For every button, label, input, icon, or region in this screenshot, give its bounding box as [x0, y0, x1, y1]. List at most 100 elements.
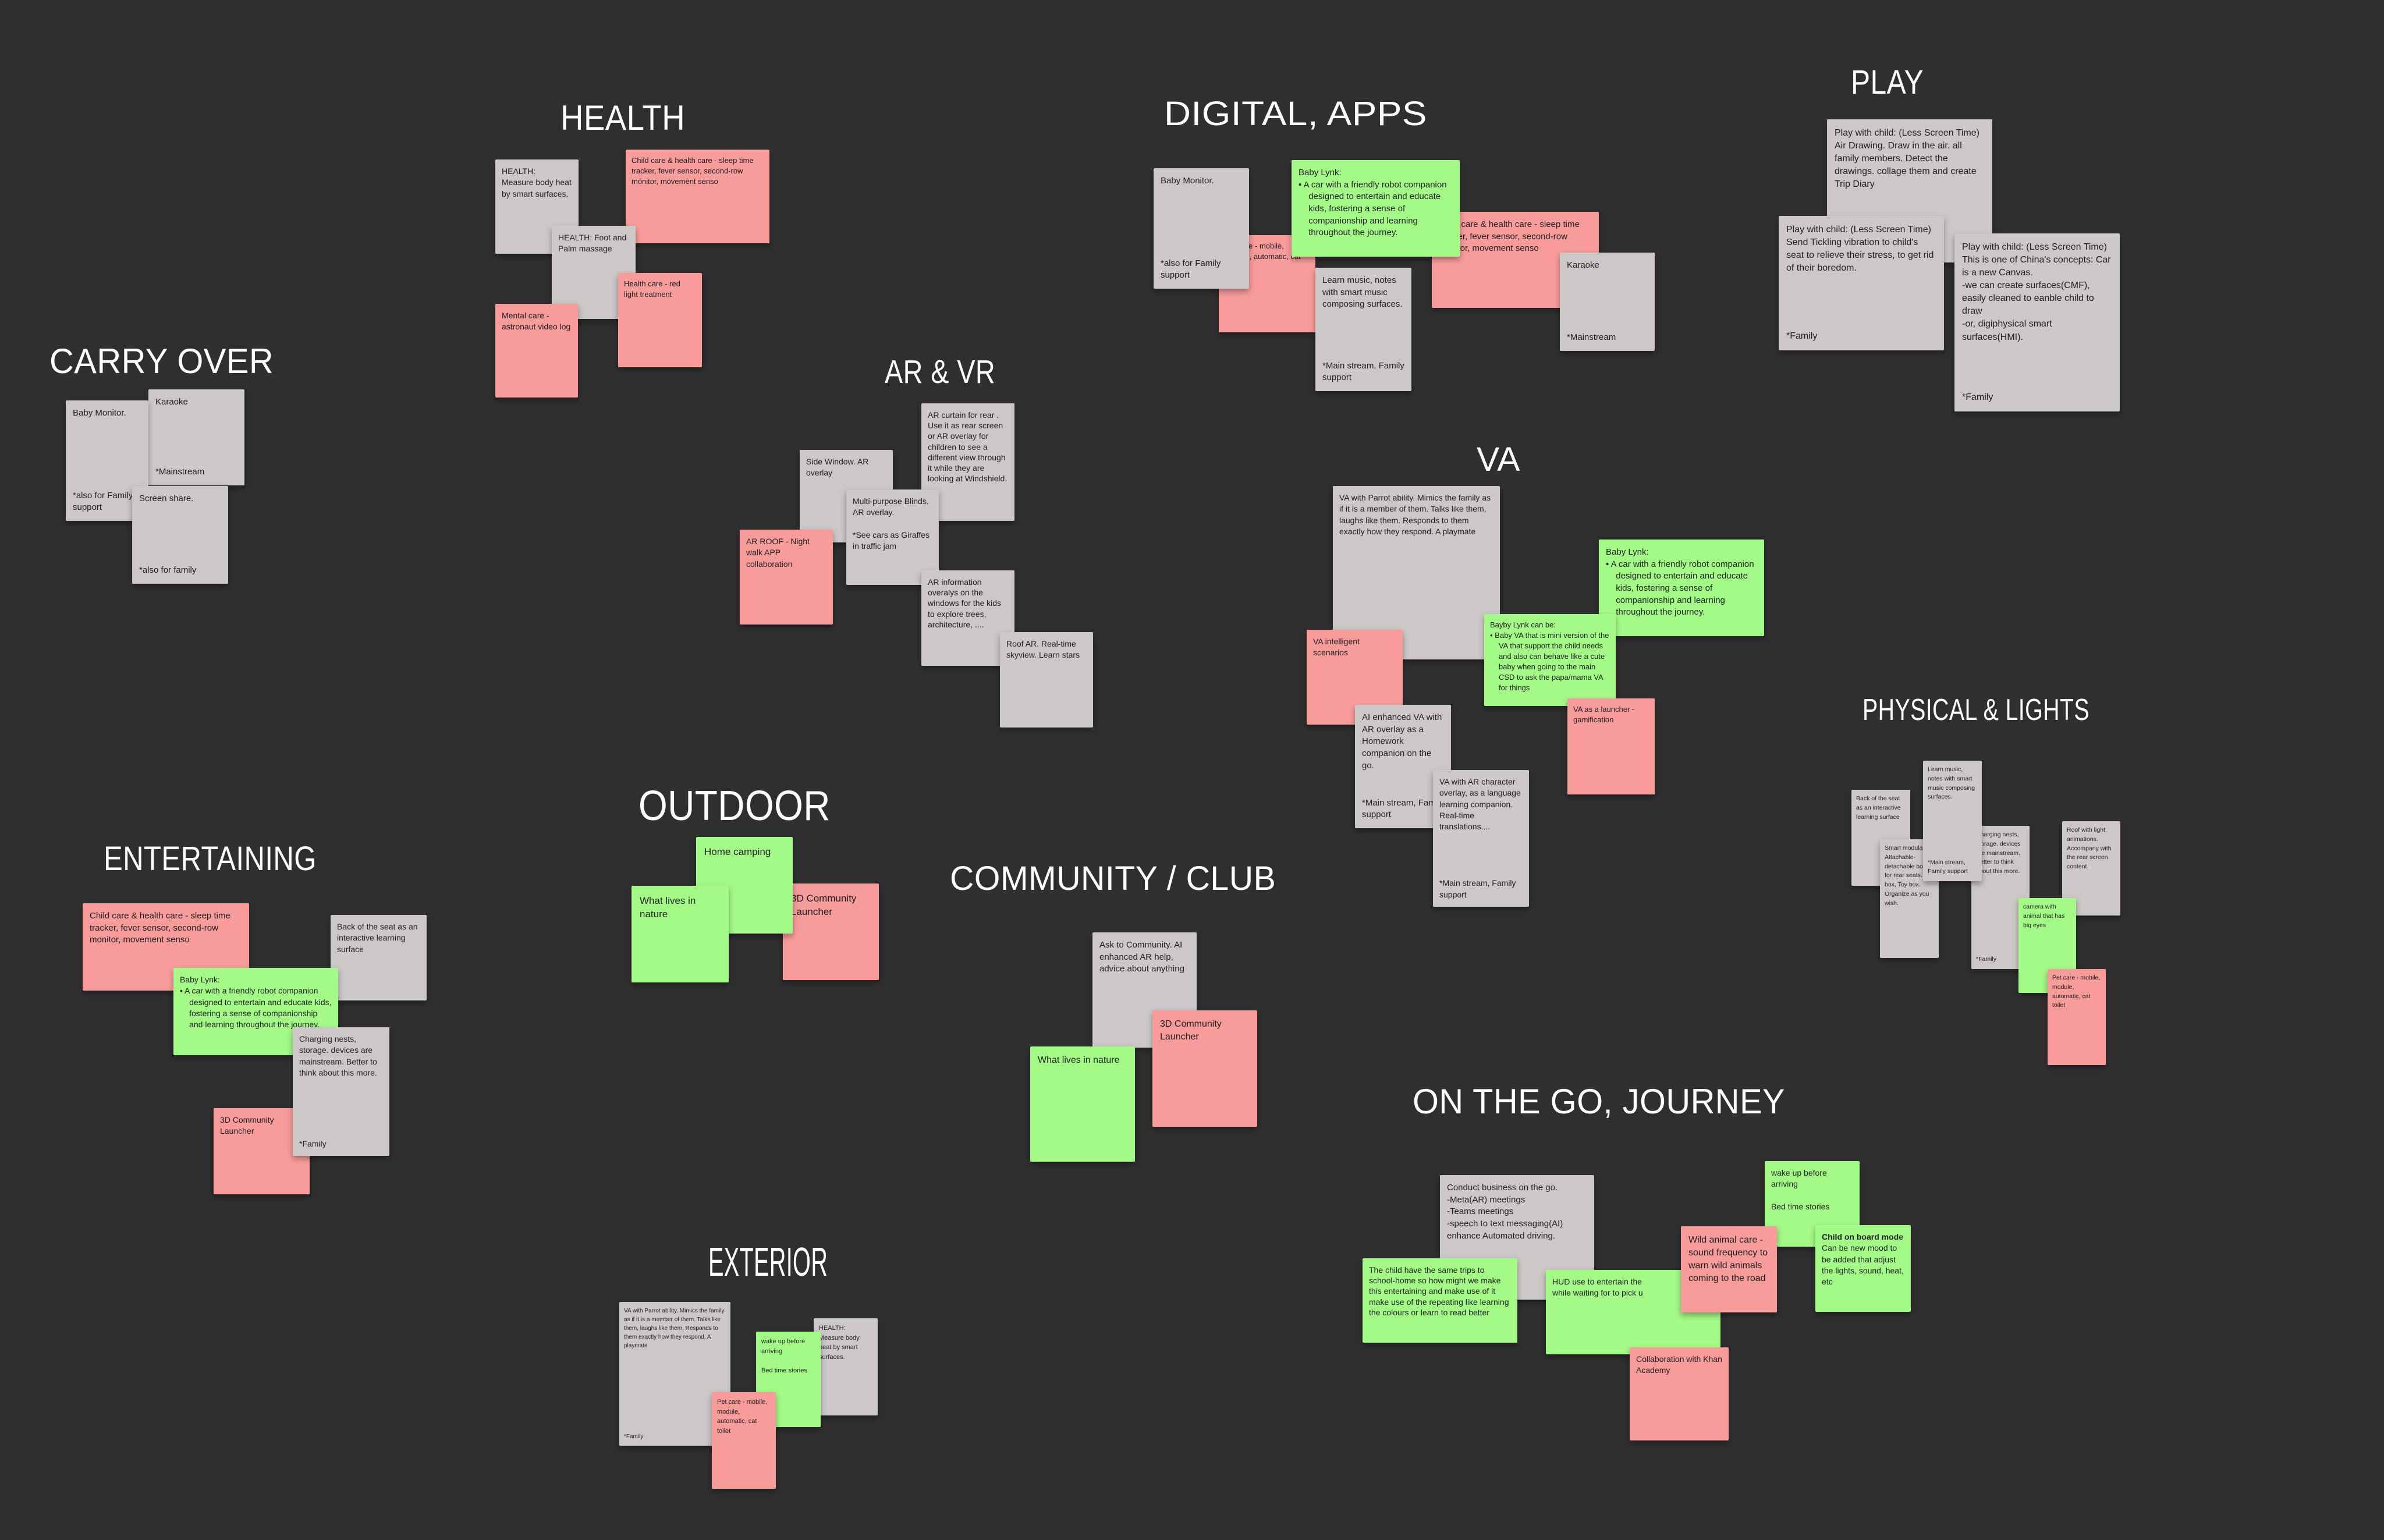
note-text: Baby Lynk: • A car with a friendly robot …: [180, 975, 332, 1030]
note-footer: *Main stream, Family support: [1362, 797, 1444, 820]
section-header-community-club[interactable]: COMMUNITY / CLUB: [950, 860, 1276, 897]
section-header-carry-over[interactable]: CARRY OVER: [49, 342, 274, 381]
note-text: HEALTH: Measure body heat by smart surfac…: [819, 1325, 860, 1361]
note-carry-karaoke[interactable]: Karaoke *Mainstream: [148, 389, 244, 485]
note-text: Play with child: (Less Screen Time) This …: [1962, 242, 2111, 342]
section-header-on-the-go-journey[interactable]: ON THE GO, JOURNEY: [1413, 1082, 1786, 1121]
note-text: wake up before arriving Bed time stories: [1771, 1168, 1830, 1211]
section-header-health[interactable]: HEALTH: [560, 98, 686, 137]
section-header-va[interactable]: VA: [1477, 441, 1520, 478]
note-health-mental-care[interactable]: Mental care - astronaut video log: [495, 304, 578, 398]
note-text: 3D Community Launcher: [220, 1115, 274, 1136]
note-text: AR curtain for rear . Use it as rear scr…: [928, 410, 1007, 484]
note-text: Back of the seat as an interactive learn…: [1856, 795, 1901, 821]
note-va-parrot[interactable]: VA with Parrot ability. Mimics the famil…: [1333, 486, 1500, 659]
note-health-red-light[interactable]: Health care - red light treatment: [618, 273, 702, 367]
note-digital-learn-music[interactable]: Learn music, notes with smart music comp…: [1315, 268, 1411, 391]
note-va-launcher-gamification[interactable]: VA as a launcher - gamification: [1567, 698, 1655, 794]
note-va-ai-homework[interactable]: AI enhanced VA with AR overlay as a Home…: [1355, 705, 1451, 828]
note-digital-baby-monitor[interactable]: Baby Monitor. *also for Family support: [1154, 168, 1249, 289]
note-text: Screen share.: [139, 494, 194, 503]
note-text: AI enhanced VA with AR overlay as a Home…: [1362, 712, 1442, 771]
note-arvr-info-overlays[interactable]: AR information overalys on the windows f…: [921, 570, 1014, 666]
note-text: VA intelligent scenarios: [1313, 637, 1360, 658]
section-header-outdoor[interactable]: OUTDOOR: [638, 783, 831, 829]
note-text: VA with Parrot ability. Mimics the famil…: [624, 1308, 725, 1349]
note-text: Child care & health care - sleep time tr…: [1439, 219, 1580, 254]
note-arvr-roof-night-walk[interactable]: AR ROOF - Night walk APP collaboration: [740, 530, 833, 624]
note-cc-what-lives[interactable]: What lives in nature: [1030, 1046, 1135, 1162]
note-health-measure-body[interactable]: HEALTH: Measure body heat by smart surfac…: [495, 159, 579, 254]
note-go-wild-animal-care[interactable]: Wild animal care - sound frequency to wa…: [1681, 1226, 1777, 1312]
note-play-tickling[interactable]: Play with child: (Less Screen Time) Send …: [1779, 216, 1944, 350]
note-text: 3D Community Launcher: [1160, 1019, 1222, 1042]
note-text: AR ROOF - Night walk APP collaboration: [746, 537, 810, 569]
note-text: Play with child: (Less Screen Time) Air D…: [1835, 128, 1979, 190]
note-footer: *Main stream, Family support: [1928, 858, 1968, 875]
note-footer: *Mainstream: [155, 467, 205, 477]
section-header-exterior[interactable]: EXTERIOR: [708, 1239, 828, 1284]
note-footer: *Main stream, Family support: [1322, 360, 1404, 383]
note-carry-screen-share[interactable]: Screen share. *also for family: [132, 486, 228, 584]
note-text: VA as a launcher - gamification: [1573, 705, 1635, 724]
note-cc-3d-community[interactable]: 3D Community Launcher: [1152, 1010, 1257, 1127]
note-text: Karaoke: [1567, 260, 1599, 270]
note-text: Roof AR. Real-time skyview. Learn stars: [1006, 639, 1080, 660]
note-go-child-trips[interactable]: The child have the same trips to school-…: [1363, 1258, 1517, 1343]
note-digital-baby-lynk[interactable]: Baby Lynk: • A car with a friendly robot …: [1292, 160, 1460, 257]
section-header-digital-apps[interactable]: DIGITAL, APPS: [1164, 95, 1427, 133]
note-text: Ask to Community. AI enhanced AR help, a…: [1099, 940, 1184, 974]
note-text: Health care - red light treatment: [624, 279, 680, 299]
note-pl-learn-music[interactable]: Learn music, notes with smart music comp…: [1923, 761, 1982, 881]
note-text: wake up before arriving Bed time stories: [761, 1338, 807, 1374]
note-ent-charging-nests[interactable]: Charging nests, storage. devices are mai…: [293, 1027, 389, 1156]
note-text: What lives in nature: [640, 895, 696, 920]
note-ext-pet-care[interactable]: Pet care - mobile, module, automatic, ca…: [712, 1392, 776, 1489]
note-text: Baby Lynk: • A car with a friendly robot …: [1606, 547, 1754, 618]
note-text: Multi-purpose Blinds. AR overlay. *See c…: [853, 496, 930, 551]
note-footer: *Family: [624, 1433, 644, 1440]
note-footer: *also for Family support: [1161, 258, 1221, 281]
section-header-play[interactable]: PLAY: [1851, 63, 1924, 101]
section-header-ar-vr[interactable]: AR & VR: [885, 353, 996, 391]
note-outdoor-what-lives[interactable]: What lives in nature: [632, 886, 729, 982]
note-footer: *Main stream, Family support: [1439, 878, 1516, 899]
note-cc-ask-community[interactable]: Ask to Community. AI enhanced AR help, a…: [1092, 932, 1197, 1048]
note-pl-roof-light[interactable]: Roof with light, animations. Accompany w…: [2062, 821, 2120, 916]
note-digital-karaoke[interactable]: Karaoke *Mainstream: [1560, 253, 1655, 351]
note-va-baby-lynk[interactable]: Baby Lynk: • A car with a friendly robot …: [1599, 540, 1764, 636]
note-text: camera with animal that has big eyes: [2023, 903, 2065, 929]
section-header-physical-lights[interactable]: PHYSICAL & LIGHTS: [1862, 693, 2089, 727]
note-text: Karaoke: [155, 397, 188, 407]
note-text: Learn music, notes with smart music comp…: [1928, 766, 1975, 801]
note-text: Pet care - mobile, module, automatic, ca…: [2052, 974, 2101, 1009]
note-va-bayby-lynk-can-be[interactable]: Bayby Lynk can be: • Baby VA that is mini…: [1484, 614, 1616, 706]
note-footer: *Family: [1962, 392, 1993, 402]
note-arvr-multi-blinds[interactable]: Multi-purpose Blinds. AR overlay. *See c…: [846, 489, 939, 585]
note-text: VA with AR character overlay, as a langu…: [1439, 777, 1521, 832]
note-ent-back-of-seat[interactable]: Back of the seat as an interactive learn…: [331, 915, 427, 1000]
note-text: Smart modularity. Attachable-detachable …: [1885, 844, 1934, 907]
note-text: Pet care - mobile, module, automatic, ca…: [717, 1399, 768, 1435]
note-play-car-canvas[interactable]: Play with child: (Less Screen Time) This …: [1954, 233, 2120, 411]
note-text: Roof with light, animations. Accompany w…: [2067, 826, 2112, 870]
note-go-child-on-board[interactable]: Child on board mode Can be new mood to be…: [1815, 1225, 1911, 1312]
note-text: VA with Parrot ability. Mimics the famil…: [1339, 493, 1491, 536]
note-arvr-roof-skyview[interactable]: Roof AR. Real-time skyview. Learn stars: [1000, 632, 1093, 728]
note-pl-pet-care[interactable]: Pet care - mobile, module, automatic, ca…: [2048, 969, 2106, 1065]
section-header-entertaining[interactable]: ENTERTAINING: [104, 840, 317, 878]
note-text: Learn music, notes with smart music comp…: [1322, 275, 1403, 310]
note-text: 3D Community Launcher: [791, 893, 857, 918]
note-text: Collaboration with Khan Academy: [1636, 1354, 1722, 1375]
note-text: Conduct business on the go. -Meta(AR) mee…: [1447, 1183, 1563, 1241]
note-go-khan-academy[interactable]: Collaboration with Khan Academy: [1630, 1347, 1729, 1440]
note-footer: *Family: [299, 1138, 327, 1148]
note-ext-health-measure[interactable]: HEALTH: Measure body heat by smart surfac…: [814, 1318, 878, 1415]
note-footer: *Family: [1786, 331, 1818, 341]
note-footer: *also for Family support: [73, 490, 133, 513]
note-health-child-care[interactable]: Child care & health care - sleep time tr…: [626, 150, 769, 243]
note-va-ar-character[interactable]: VA with AR character overlay, as a langu…: [1433, 770, 1529, 907]
note-carry-baby-monitor[interactable]: Baby Monitor. *also for Family support: [66, 400, 148, 521]
note-outdoor-3d-community[interactable]: 3D Community Launcher: [783, 883, 879, 980]
